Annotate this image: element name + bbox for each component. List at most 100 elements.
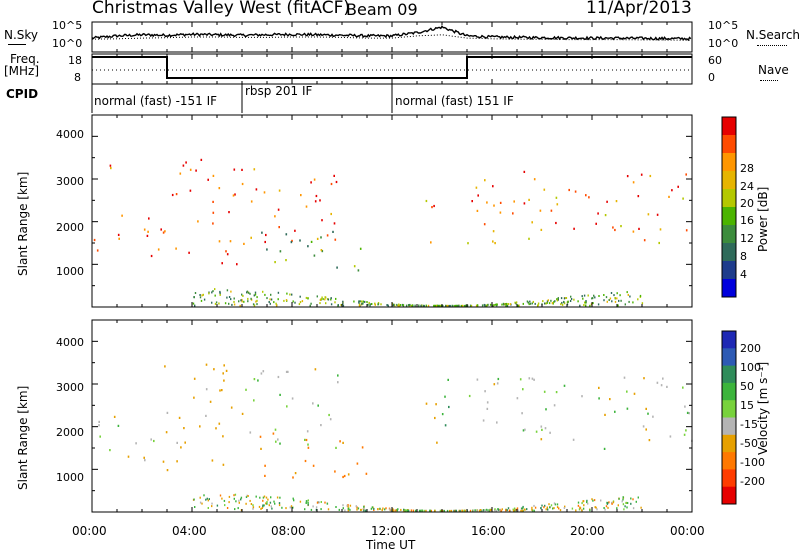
velocity-ground-cell (600, 499, 602, 502)
velocity-ground-cell (307, 501, 309, 504)
velocity-ground-cell (507, 507, 510, 510)
velocity-ground-cell (363, 505, 365, 508)
velocity-ground-cell (453, 509, 455, 512)
power-cell (330, 182, 333, 186)
power-ground-cell (291, 293, 293, 296)
velocity-cell (225, 369, 228, 372)
velocity-cell (682, 386, 684, 389)
velocity-cell (516, 397, 519, 400)
power-ground-cell (411, 304, 414, 307)
power-ground-cell (619, 294, 621, 297)
power-ground-cell (219, 293, 221, 296)
velocity-ground-cell (318, 501, 320, 504)
velocity-ground-cell (347, 505, 349, 508)
power-ground-cell (435, 304, 437, 307)
velocity-ground-cell (263, 495, 266, 498)
power-cell (162, 231, 165, 234)
power-ground-cell (637, 298, 639, 301)
velocity-cell (496, 382, 499, 385)
velocity-ground-cell (247, 495, 249, 497)
power-cell (332, 230, 334, 233)
velocity-cell (262, 370, 265, 373)
power-cell (232, 194, 235, 197)
power-cell (212, 200, 214, 203)
velocity-ground-cell (273, 500, 275, 503)
velocity-cell (528, 377, 531, 380)
power-ground-cell (447, 304, 449, 307)
velocity-cell (436, 441, 438, 444)
velocity-ground-cell (400, 508, 402, 511)
velocity-cell (623, 376, 626, 379)
cpid-label: CPID (6, 87, 39, 101)
power-cell (484, 179, 486, 182)
power-ground-cell (401, 303, 404, 306)
velocity-ground-cell (476, 509, 478, 512)
power-ground-cell (262, 290, 264, 293)
velocity-ground-cell (556, 506, 559, 509)
velocity-ground-cell (211, 502, 213, 505)
velocity-ground-cell (364, 509, 367, 512)
velocity-cell (213, 368, 215, 371)
velocity-ground-cell (414, 509, 417, 512)
velocity-ground-cell (245, 496, 248, 498)
power-cell (523, 202, 526, 205)
power-cell (326, 234, 329, 237)
velocity-ground-cell (589, 509, 591, 512)
velocity-cell (109, 449, 111, 452)
vel-cb-tick-100: 100 (740, 361, 761, 374)
velocity-cell (626, 390, 628, 393)
power-ground-cell (193, 296, 195, 299)
power-ground-cell (360, 300, 363, 303)
velocity-ground-cell (459, 509, 461, 512)
power-ground-cell (503, 303, 505, 306)
power-cell (110, 167, 112, 170)
power-cell (632, 230, 635, 233)
velocity-cell (545, 408, 547, 411)
power-ground-cell (402, 304, 405, 307)
velocity-ground-cell (608, 501, 610, 504)
velocity-cell (277, 375, 280, 379)
velocity-ground-cell (233, 494, 235, 497)
velocity-ground-cell (292, 506, 294, 509)
velocity-cell (117, 424, 120, 427)
power-cell (475, 186, 478, 189)
power-cell (118, 237, 120, 240)
power-ground-cell (377, 303, 380, 306)
velocity-cell (274, 428, 277, 431)
power-cell (682, 197, 684, 200)
velocity-cell (543, 390, 546, 393)
power-ground-cell (325, 302, 327, 305)
velocity-ground-cell (553, 502, 556, 505)
velocity-cell (347, 473, 350, 476)
power-ground-cell (522, 302, 524, 305)
velocity-ground-cell (305, 502, 307, 504)
power-cell (146, 234, 149, 237)
power-ground-cell (563, 297, 566, 300)
power-ground-cell (246, 290, 249, 293)
power-ground-cell (594, 296, 596, 299)
power-ground-cell (529, 302, 532, 305)
velocity-cell (215, 427, 217, 430)
velocity-ground-cell (449, 509, 451, 512)
power-ground-cell (214, 294, 216, 297)
velocity-cell (685, 429, 687, 432)
power-ground-cell (269, 298, 271, 301)
power-ground-cell (254, 291, 257, 294)
power-ground-cell (570, 295, 572, 298)
velocity-ground-cell (443, 509, 445, 512)
velocity-ground-cell (370, 507, 373, 510)
power-ground-cell (285, 299, 288, 302)
power-ground-cell (551, 302, 554, 305)
velocity-cell (645, 428, 647, 431)
power-ground-cell (316, 295, 318, 298)
power-cell (606, 200, 608, 203)
velocity-ground-cell (548, 503, 550, 506)
velocity-ground-cell (624, 505, 626, 508)
velocity-ground-cell (622, 503, 625, 506)
velocity-ground-cell (514, 509, 516, 512)
velocity-ground-cell (577, 504, 580, 507)
velocity-ground-cell (603, 507, 605, 509)
velocity-ground-cell (385, 507, 387, 510)
power-cell (612, 226, 614, 229)
power-ground-cell (294, 301, 296, 304)
